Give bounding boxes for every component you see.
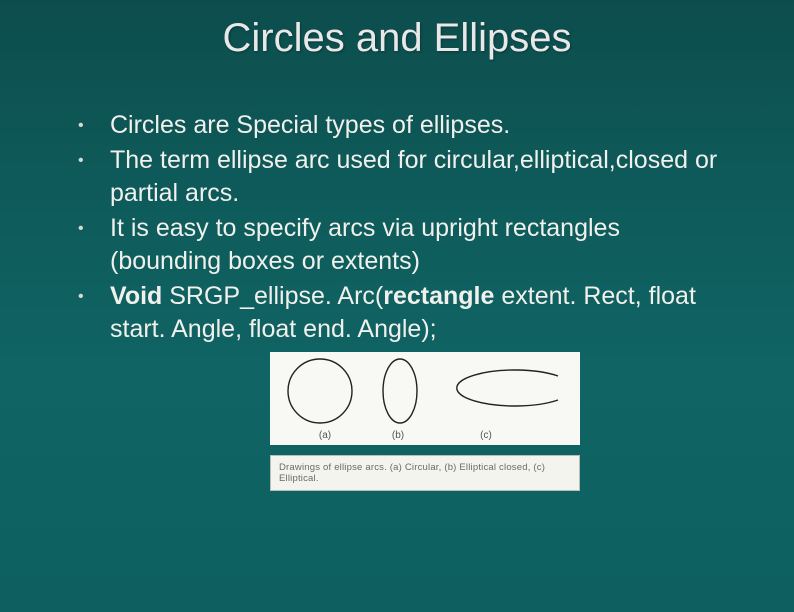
slide-title: Circles and Ellipses bbox=[0, 16, 794, 61]
figure-labels-row: (a) (b) (c) bbox=[270, 430, 580, 445]
figure: (a) (b) (c) Drawings of ellipse arcs. (a… bbox=[270, 352, 580, 491]
figure-caption: Drawings of ellipse arcs. (a) Circular, … bbox=[270, 455, 580, 491]
circle-shape-icon bbox=[280, 356, 362, 428]
figure-label-b: (b) bbox=[370, 430, 426, 441]
bullet-list: Circles are Special types of ellipses. T… bbox=[70, 109, 734, 346]
elliptical-arc-icon bbox=[440, 356, 570, 428]
ellipse-closed-icon bbox=[380, 356, 422, 428]
figure-label-a: (a) bbox=[280, 430, 370, 441]
circle-path bbox=[288, 359, 352, 423]
bullet-4-mid: SRGP_ellipse. Arc( bbox=[162, 282, 383, 310]
elliptical-arc-path bbox=[457, 370, 558, 406]
figure-shapes-row bbox=[270, 352, 580, 430]
bullet-item-3: It is easy to specify arcs via upright r… bbox=[70, 212, 734, 278]
bullet-item-2: The term ellipse arc used for circular,e… bbox=[70, 144, 734, 210]
bullet-item-1: Circles are Special types of ellipses. bbox=[70, 109, 734, 142]
slide-content: Circles are Special types of ellipses. T… bbox=[0, 109, 794, 491]
bullet-item-4: Void SRGP_ellipse. Arc(rectangle extent.… bbox=[70, 280, 734, 346]
bullet-4-rect: rectangle bbox=[383, 282, 494, 310]
bullet-4-void: Void bbox=[110, 282, 162, 310]
ellipse-closed-path bbox=[383, 359, 417, 423]
figure-label-c: (c) bbox=[426, 430, 546, 441]
